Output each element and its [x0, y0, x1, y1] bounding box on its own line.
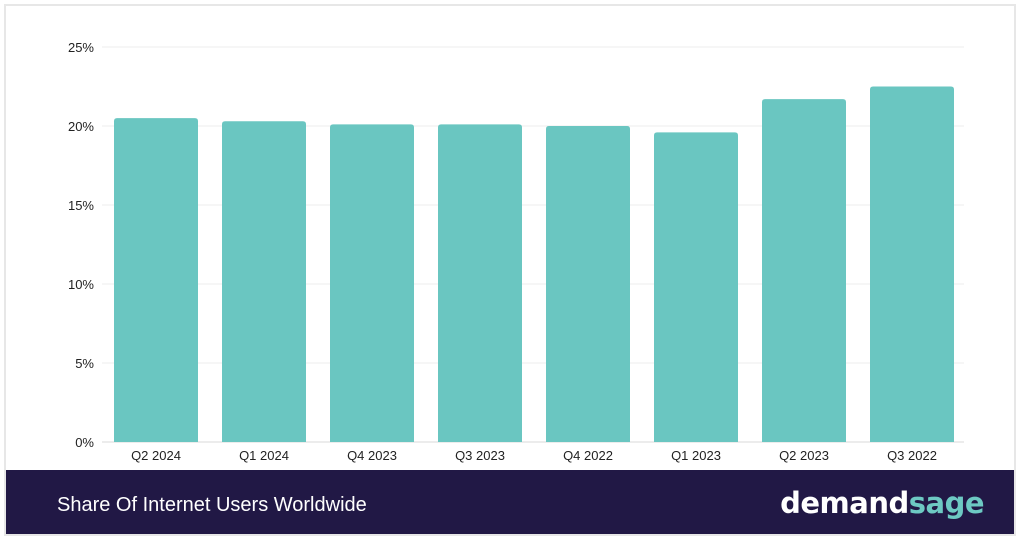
- brand-logo-part-sage: sage: [908, 486, 985, 520]
- x-tick-label-7: Q3 2022: [887, 448, 937, 463]
- y-tick-label-1: 5%: [75, 356, 94, 371]
- x-tick-label-4: Q4 2022: [563, 448, 613, 463]
- chart-footer: Share Of Internet Users Worldwide demand…: [6, 470, 1014, 534]
- x-tick-label-0: Q2 2024: [131, 448, 181, 463]
- bar-q4-2022: [546, 126, 630, 442]
- bar-q4-2023: [330, 124, 414, 443]
- brand-logo: demandsage: [780, 486, 984, 520]
- bar-q2-2023: [762, 99, 846, 442]
- y-tick-label-2: 10%: [68, 277, 94, 292]
- chart-title: Share Of Internet Users Worldwide: [57, 494, 367, 516]
- chart-card: 0% 5% 10% 15% 20% 25% Q2 2024 Q1 2024 Q4 2023 Q3 …: [4, 4, 1016, 536]
- x-tick-label-2: Q4 2023: [347, 448, 397, 463]
- y-tick-label-5: 25%: [68, 40, 94, 55]
- bar-q1-2023: [654, 132, 738, 442]
- bar-chart: 0% 5% 10% 15% 20% 25% Q2 2024 Q1 2024 Q4 2023 Q3 …: [68, 40, 964, 463]
- bar-q1-2024: [222, 121, 306, 442]
- x-tick-label-5: Q1 2023: [671, 448, 721, 463]
- chart-plot-area: 0% 5% 10% 15% 20% 25% Q2 2024 Q1 2024 Q4 2023 Q3 …: [6, 6, 1014, 468]
- bar-q2-2024: [114, 118, 198, 442]
- y-tick-label-4: 20%: [68, 119, 94, 134]
- y-tick-label-3: 15%: [68, 198, 94, 213]
- brand-logo-part-demand: demand: [780, 486, 909, 520]
- bar-q3-2022: [870, 86, 954, 442]
- y-tick-label-0: 0%: [75, 435, 94, 450]
- x-tick-label-1: Q1 2024: [239, 448, 289, 463]
- x-tick-label-6: Q2 2023: [779, 448, 829, 463]
- bar-q3-2023: [438, 124, 522, 443]
- x-tick-label-3: Q3 2023: [455, 448, 505, 463]
